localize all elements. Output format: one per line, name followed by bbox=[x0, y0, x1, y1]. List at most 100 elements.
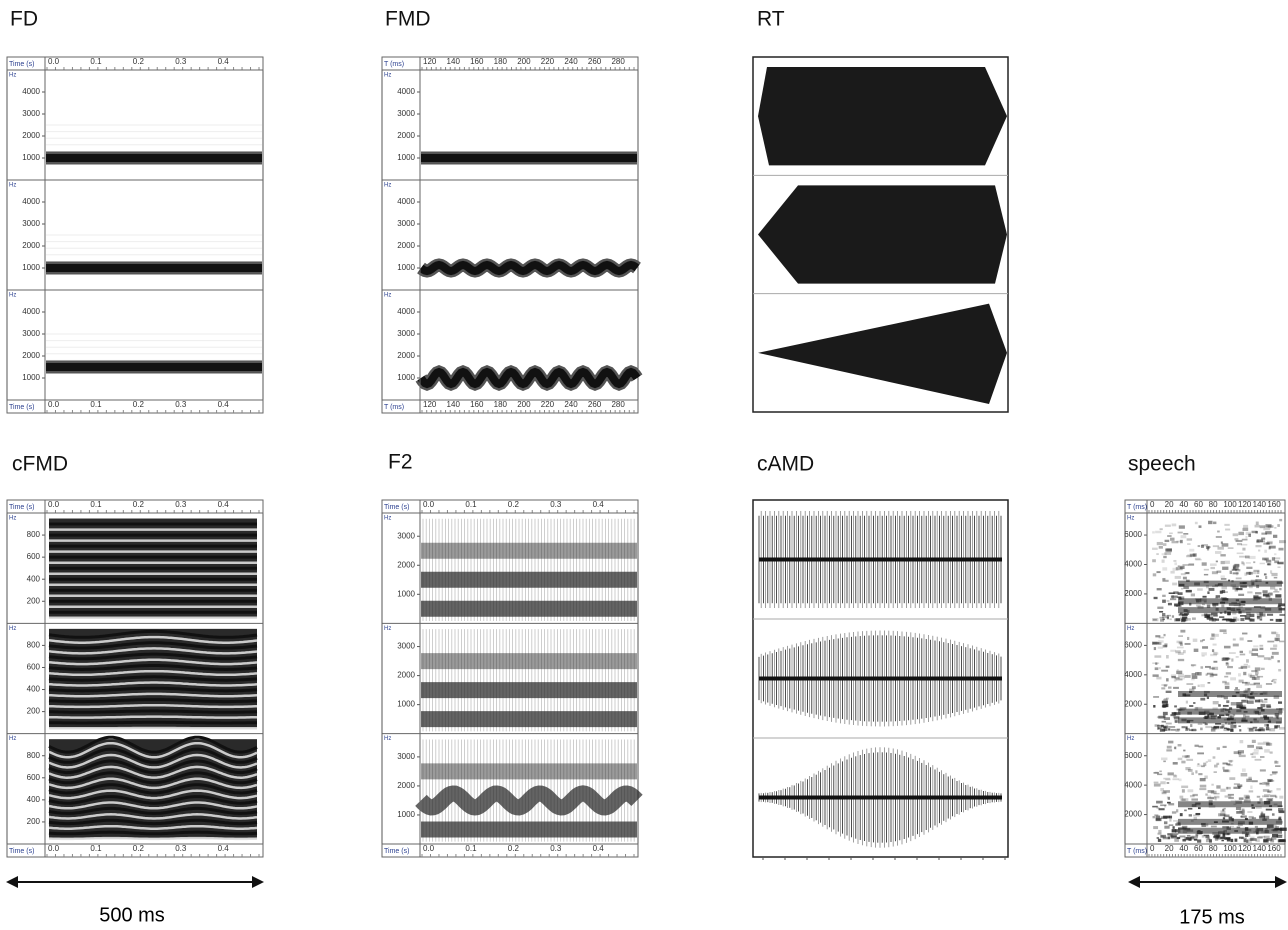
speech-energy bbox=[1264, 573, 1267, 575]
time-tick-label: 200 bbox=[517, 400, 531, 409]
time-tick-label: 0.4 bbox=[218, 57, 230, 66]
speech-energy bbox=[1271, 632, 1276, 634]
speech-energy bbox=[1243, 562, 1245, 565]
speech-energy bbox=[1190, 554, 1196, 557]
speech-energy bbox=[1178, 659, 1184, 661]
speech-energy bbox=[1222, 767, 1224, 770]
speech-energy bbox=[1192, 617, 1196, 619]
speech-energy bbox=[1217, 747, 1220, 750]
speech-energy bbox=[1185, 767, 1190, 770]
speech-energy bbox=[1240, 740, 1244, 743]
speech-energy bbox=[1222, 543, 1229, 546]
speech-energy bbox=[1184, 675, 1190, 678]
time-tick-label: 200 bbox=[517, 57, 531, 66]
speech-energy bbox=[1238, 594, 1244, 596]
speech-energy bbox=[1248, 665, 1251, 667]
tone-band bbox=[421, 265, 637, 271]
speech-energy bbox=[1268, 593, 1272, 596]
speech-energy bbox=[1201, 652, 1207, 655]
speech-energy bbox=[1172, 811, 1176, 813]
speech-energy bbox=[1164, 552, 1171, 555]
speech-energy bbox=[1202, 646, 1208, 649]
speech-energy bbox=[1274, 553, 1276, 555]
speech-energy bbox=[1274, 761, 1278, 764]
speech-energy bbox=[1162, 560, 1165, 563]
speech-energy bbox=[1161, 757, 1167, 760]
speech-energy bbox=[1246, 779, 1252, 782]
time-tick-label: 0.1 bbox=[90, 844, 102, 853]
speech-energy bbox=[1176, 618, 1181, 621]
speech-energy bbox=[1152, 618, 1158, 621]
time-tick-label: 100 bbox=[1223, 844, 1237, 853]
speech-energy bbox=[1274, 527, 1276, 529]
freq-tick-label: 4000 bbox=[1124, 560, 1142, 569]
freq-tick-label: 400 bbox=[27, 795, 41, 804]
speech-energy bbox=[1245, 536, 1247, 539]
freq-tick-label: 800 bbox=[27, 641, 41, 650]
time-tick-label: 160 bbox=[1267, 500, 1281, 509]
speech-energy bbox=[1180, 813, 1183, 816]
time-tick-label: 120 bbox=[423, 57, 437, 66]
speech-energy bbox=[1279, 588, 1281, 590]
speech-energy bbox=[1162, 600, 1166, 603]
speech-energy bbox=[1223, 746, 1227, 748]
speech-energy bbox=[1195, 745, 1199, 747]
speech-energy bbox=[1161, 725, 1164, 728]
speech-energy bbox=[1153, 674, 1159, 676]
time-tick-label: 0.2 bbox=[133, 500, 145, 509]
speech-energy bbox=[1256, 746, 1262, 749]
time-tick-label: 120 bbox=[423, 400, 437, 409]
speech-energy bbox=[1242, 768, 1246, 771]
speech-energy bbox=[1187, 755, 1190, 758]
speech-energy bbox=[1246, 562, 1251, 564]
speech-energy bbox=[1252, 648, 1258, 651]
speech-energy bbox=[1262, 558, 1269, 561]
speech-energy bbox=[1205, 726, 1212, 728]
speech-energy bbox=[1238, 673, 1241, 676]
freq-tick-label: 1000 bbox=[22, 153, 40, 162]
speech-energy bbox=[1224, 646, 1231, 649]
speech-energy bbox=[1243, 714, 1246, 717]
speech-energy bbox=[1226, 700, 1229, 703]
speech-energy bbox=[1204, 835, 1209, 837]
speech-energy bbox=[1210, 567, 1214, 569]
freq-tick-label: 6000 bbox=[1124, 751, 1142, 760]
panel-title: RT bbox=[757, 8, 785, 31]
speech-energy bbox=[1255, 525, 1260, 528]
speech-energy bbox=[1183, 750, 1185, 752]
speech-energy bbox=[1189, 814, 1192, 816]
speech-energy bbox=[1195, 672, 1201, 675]
speech-energy bbox=[1225, 686, 1230, 689]
speech-energy bbox=[1195, 813, 1200, 815]
speech-energy bbox=[1180, 540, 1183, 543]
speech-energy bbox=[1162, 615, 1169, 618]
speech-energy bbox=[1214, 771, 1217, 773]
speech-energy bbox=[1166, 678, 1169, 681]
speech-energy bbox=[1158, 642, 1162, 645]
speech-energy bbox=[1195, 770, 1197, 773]
speech-energy bbox=[1152, 642, 1158, 645]
freq-tick-label: 2000 bbox=[1124, 699, 1142, 708]
speech-energy bbox=[1179, 525, 1185, 528]
speech-energy bbox=[1199, 788, 1206, 790]
speech-energy bbox=[1242, 539, 1248, 541]
speech-energy bbox=[1248, 688, 1251, 691]
speech-energy bbox=[1156, 807, 1159, 809]
freq-tick-label: 4000 bbox=[397, 307, 415, 316]
time-tick-label: 0.2 bbox=[133, 57, 145, 66]
speech-energy bbox=[1238, 725, 1240, 727]
speech-energy bbox=[1245, 684, 1250, 686]
speech-energy bbox=[1221, 840, 1223, 842]
time-tick-label: 140 bbox=[447, 57, 461, 66]
speech-energy bbox=[1222, 762, 1227, 764]
speech-energy bbox=[1207, 838, 1210, 840]
speech-energy bbox=[1201, 545, 1204, 548]
speech-energy bbox=[1178, 565, 1180, 567]
speech-energy bbox=[1277, 524, 1280, 527]
speech-energy bbox=[1255, 826, 1258, 828]
speech-energy bbox=[1263, 839, 1268, 842]
freq-tick-label: 3000 bbox=[397, 752, 415, 761]
speech-energy bbox=[1162, 578, 1165, 580]
speech-energy bbox=[1167, 782, 1170, 784]
speech-energy bbox=[1156, 818, 1162, 821]
